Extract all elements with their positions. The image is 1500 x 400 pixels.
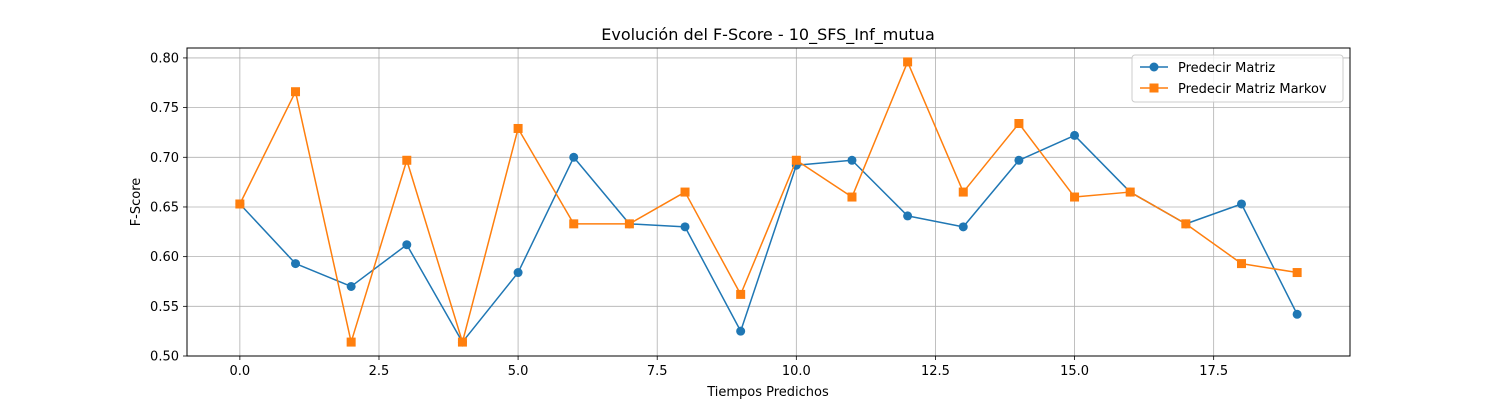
data-point-predecir-matriz (1236, 199, 1246, 209)
x-tick-label: 5.0 (508, 364, 529, 379)
data-point-predecir-matriz-markov (569, 219, 579, 229)
legend-label-predecir-matriz-markov: Predecir Matriz Markov (1178, 82, 1327, 97)
data-point-predecir-matriz-markov (235, 199, 245, 209)
data-point-predecir-matriz (402, 240, 412, 250)
data-point-predecir-matriz-markov (513, 123, 523, 133)
y-tick-label: 0.70 (150, 151, 179, 166)
data-point-predecir-matriz (903, 211, 913, 221)
x-tick-label: 2.5 (369, 364, 390, 379)
y-tick-label: 0.80 (150, 51, 179, 66)
y-axis-label: F-Score (129, 178, 144, 227)
data-point-predecir-matriz-markov (457, 337, 467, 347)
data-point-predecir-matriz (847, 155, 857, 165)
legend-marker-predecir-matriz-markov (1149, 83, 1159, 93)
data-point-predecir-matriz-markov (1125, 187, 1135, 197)
data-point-predecir-matriz (1070, 130, 1080, 140)
data-point-predecir-matriz-markov (736, 289, 746, 299)
legend-marker-predecir-matriz (1149, 62, 1159, 72)
x-axis-label: Tiempos Predichos (706, 385, 829, 400)
data-point-predecir-matriz-markov (291, 87, 301, 97)
data-point-predecir-matriz-markov (346, 337, 356, 347)
data-point-predecir-matriz-markov (402, 155, 412, 165)
data-point-predecir-matriz (513, 268, 523, 278)
series-line-predecir-matriz (239, 134, 1298, 343)
data-point-predecir-matriz (346, 281, 356, 291)
data-point-predecir-matriz-markov (1292, 268, 1302, 278)
x-tick-label: 12.5 (921, 364, 950, 379)
grid-lines (187, 48, 1350, 357)
data-point-predecir-matriz (958, 222, 968, 232)
data-point-predecir-matriz-markov (1070, 192, 1080, 202)
x-tick-label: 10.0 (782, 364, 811, 379)
data-point-predecir-matriz (1014, 155, 1024, 165)
data-point-predecir-matriz (736, 326, 746, 336)
legend-label-predecir-matriz: Predecir Matriz (1178, 61, 1275, 76)
plot-frame (186, 47, 1351, 357)
legend-box (1131, 54, 1344, 103)
legend: Predecir Matriz Predecir Matriz Markov (1131, 54, 1344, 103)
data-point-predecir-matriz (291, 259, 301, 269)
y-tick-label: 0.75 (150, 101, 179, 116)
data-point-predecir-matriz-markov (1181, 219, 1191, 229)
data-point-predecir-matriz (1292, 309, 1302, 319)
data-point-predecir-matriz (569, 152, 579, 162)
y-tick-label: 0.50 (150, 350, 179, 365)
data-point-predecir-matriz-markov (1236, 259, 1246, 269)
data-point-predecir-matriz-markov (791, 155, 801, 165)
y-tick-label: 0.65 (150, 200, 179, 215)
series-line-predecir-matriz-markov (239, 61, 1298, 343)
data-point-predecir-matriz-markov (847, 192, 857, 202)
y-tick-label: 0.60 (150, 250, 179, 265)
x-tick-label: 17.5 (1199, 364, 1228, 379)
x-tick-label: 15.0 (1060, 364, 1089, 379)
data-point-predecir-matriz-markov (903, 57, 913, 67)
data-point-predecir-matriz-markov (624, 219, 634, 229)
x-axis: 0.0 2.5 5.0 7.5 10.0 12.5 15.0 17.5 (230, 356, 1228, 379)
data-point-predecir-matriz-markov (680, 187, 690, 197)
data-point-predecir-matriz-markov (958, 187, 968, 197)
y-tick-label: 0.55 (150, 300, 179, 315)
chart-title: Evolución del F-Score - 10_SFS_Inf_mutua (601, 25, 935, 45)
x-tick-label: 0.0 (230, 364, 251, 379)
x-tick-label: 7.5 (647, 364, 668, 379)
data-point-predecir-matriz (680, 222, 690, 232)
y-axis: 0.50 0.55 0.60 0.65 0.70 0.75 0.80 (150, 51, 187, 365)
series-layer (235, 57, 1302, 347)
data-point-predecir-matriz-markov (1014, 119, 1024, 129)
